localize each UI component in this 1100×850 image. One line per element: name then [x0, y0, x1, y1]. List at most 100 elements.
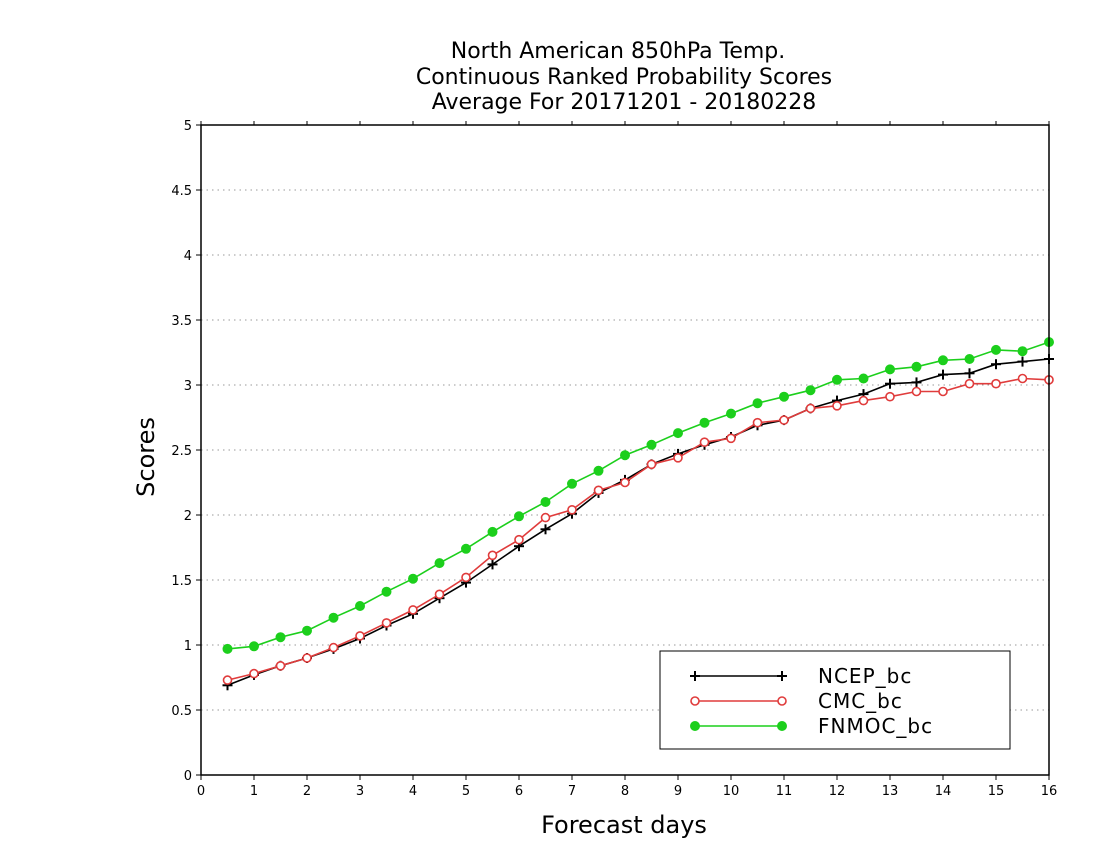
legend-item-fnmoc-bc: FNMOC_bc: [690, 714, 933, 738]
x-tick-label: 6: [515, 784, 523, 799]
legend-label: NCEP_bc: [818, 664, 912, 688]
x-tick-label: 10: [723, 784, 740, 799]
y-tick-label: 3: [184, 379, 192, 394]
data-point-cmc-bc: [487, 550, 498, 561]
data-point-cmc-bc: [1017, 373, 1028, 384]
x-tick-label: 2: [303, 784, 311, 799]
data-point-cmc-bc: [938, 386, 948, 397]
data-point-cmc-bc: [858, 395, 869, 406]
legend-marker: [690, 721, 700, 731]
legend-marker: [777, 671, 787, 681]
data-point-cmc-bc: [381, 618, 392, 628]
data-point-cmc-bc: [991, 378, 1001, 389]
legend-item-ncep-bc: NCEP_bc: [690, 664, 912, 688]
title-line-3: Average For 20171201 - 20180228: [432, 90, 817, 115]
legend-label: CMC_bc: [818, 689, 903, 713]
series-ncep-bc: [222, 354, 1054, 691]
data-point-cmc-bc: [620, 477, 630, 488]
x-tick-label: 0: [197, 784, 205, 799]
data-point-cmc-bc: [540, 512, 551, 523]
grid: [201, 124, 1049, 711]
data-point-fnmoc-bc: [222, 643, 233, 654]
data-point-fnmoc-bc: [355, 601, 365, 611]
data-point-cmc-bc: [832, 400, 842, 411]
y-tick-label: 5: [184, 119, 192, 134]
data-point-fnmoc-bc: [858, 373, 869, 384]
legend-marker: [777, 696, 787, 706]
x-tick-label: 9: [674, 784, 682, 799]
legend-marker: [690, 696, 700, 706]
data-point-fnmoc-bc: [646, 439, 657, 450]
data-point-cmc-bc: [699, 437, 710, 448]
series-line-ncep-bc: [227, 358, 1050, 687]
series-line-fnmoc-bc: [227, 341, 1050, 650]
title-line-1: North American 850hPa Temp.: [451, 39, 786, 64]
data-point-fnmoc-bc: [275, 632, 286, 643]
data-point-cmc-bc: [302, 653, 312, 663]
legend-marker: [690, 671, 700, 681]
x-axis-label: Forecast days: [541, 811, 707, 839]
data-point-ncep-bc: [938, 369, 948, 380]
data-point-ncep-bc: [885, 378, 895, 389]
y-tick-label: 4: [184, 249, 192, 264]
x-tick-label: 4: [409, 784, 417, 799]
data-point-cmc-bc: [567, 504, 577, 515]
legend-item-cmc-bc: CMC_bc: [690, 689, 903, 713]
y-tick-label: 2.5: [171, 444, 192, 459]
data-point-cmc-bc: [964, 378, 975, 389]
data-point-cmc-bc: [249, 668, 259, 679]
x-tick-label: 12: [829, 784, 846, 799]
data-point-ncep-bc: [1017, 356, 1028, 367]
data-point-fnmoc-bc: [938, 355, 948, 366]
legend-marker: [777, 721, 787, 731]
y-tick-label: 2: [184, 509, 192, 524]
data-point-cmc-bc: [646, 459, 657, 470]
data-point-fnmoc-bc: [752, 398, 763, 409]
x-tick-label: 15: [988, 784, 1005, 799]
data-point-cmc-bc: [275, 660, 286, 671]
data-point-fnmoc-bc: [328, 612, 339, 623]
data-point-cmc-bc: [328, 642, 339, 653]
data-point-fnmoc-bc: [805, 385, 816, 396]
data-point-fnmoc-bc: [540, 497, 551, 507]
series-layer: [222, 337, 1054, 691]
data-point-cmc-bc: [885, 391, 895, 402]
y-tick-label: 4.5: [171, 184, 192, 199]
data-point-cmc-bc: [805, 403, 816, 414]
y-tick-label: 0.5: [171, 704, 192, 719]
data-point-fnmoc-bc: [567, 478, 577, 489]
data-point-cmc-bc: [779, 415, 789, 425]
data-point-fnmoc-bc: [991, 344, 1001, 355]
data-point-fnmoc-bc: [726, 408, 736, 419]
y-tick-label: 1: [184, 639, 192, 654]
x-tick-label: 5: [462, 784, 470, 799]
data-point-ncep-bc: [911, 377, 922, 388]
data-point-cmc-bc: [408, 605, 418, 615]
data-point-cmc-bc: [434, 589, 445, 600]
data-point-ncep-bc: [991, 359, 1001, 370]
legend-box: [659, 650, 1011, 750]
data-point-fnmoc-bc: [514, 511, 524, 522]
data-point-fnmoc-bc: [673, 428, 683, 439]
data-point-cmc-bc: [514, 534, 524, 545]
data-point-ncep-bc: [964, 368, 975, 379]
data-point-fnmoc-bc: [911, 361, 922, 372]
data-point-cmc-bc: [222, 675, 233, 685]
data-point-fnmoc-bc: [620, 450, 630, 461]
data-point-fnmoc-bc: [964, 354, 975, 364]
x-tick-label: 8: [621, 784, 629, 799]
data-point-fnmoc-bc: [249, 641, 259, 652]
data-point-fnmoc-bc: [1017, 346, 1028, 357]
data-point-fnmoc-bc: [487, 526, 498, 537]
data-point-fnmoc-bc: [593, 465, 604, 476]
x-tick-label: 13: [882, 784, 899, 799]
y-axis-label: Scores: [132, 417, 160, 497]
x-tick-label: 3: [356, 784, 364, 799]
legend-label: FNMOC_bc: [818, 714, 933, 738]
series-fnmoc-bc: [222, 337, 1054, 654]
series-line-cmc-bc: [227, 377, 1050, 681]
data-point-cmc-bc: [673, 452, 683, 463]
data-point-fnmoc-bc: [885, 364, 895, 375]
